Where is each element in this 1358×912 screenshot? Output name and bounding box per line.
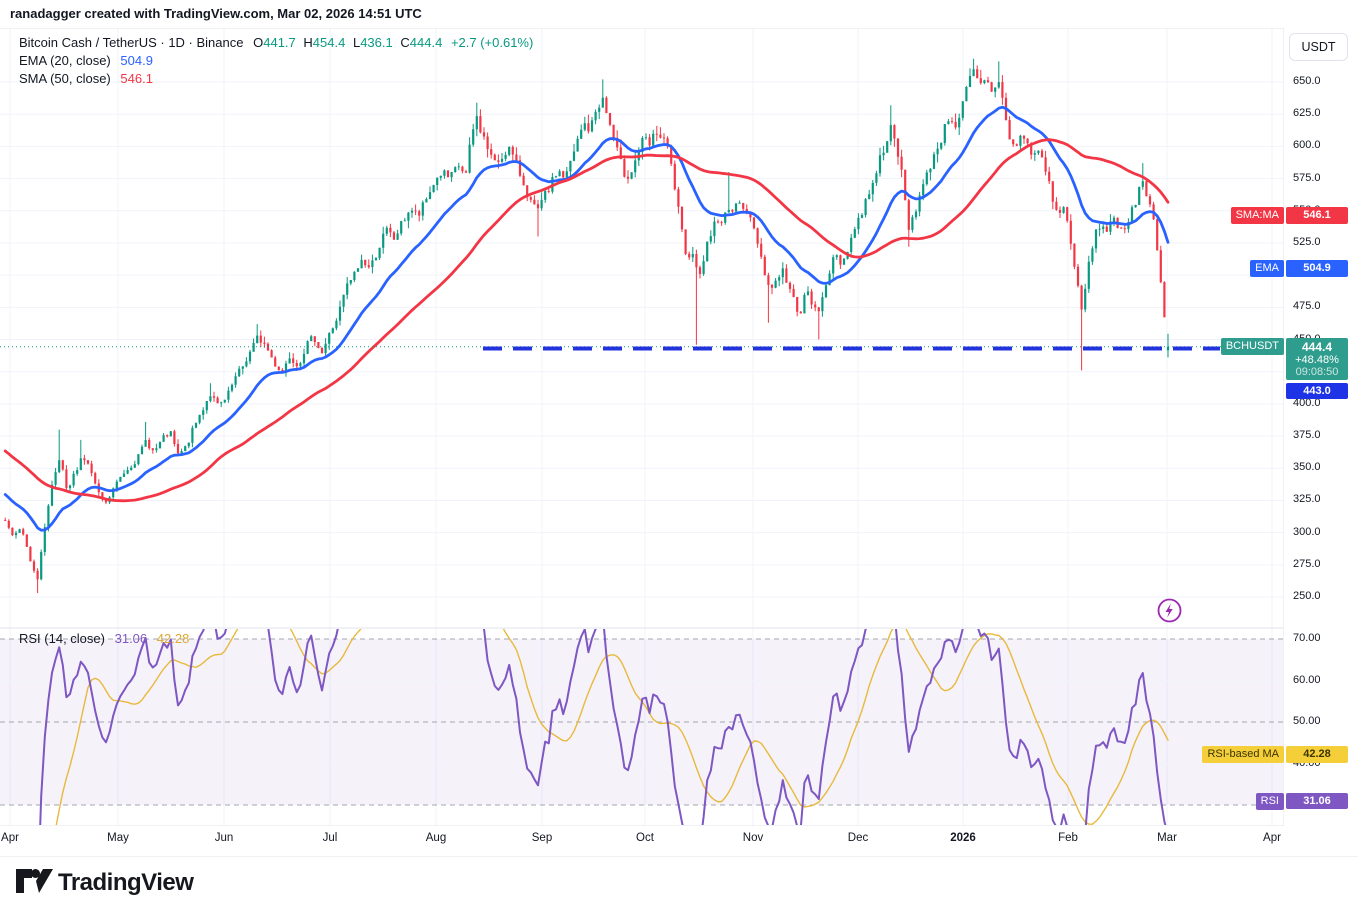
rsi-axis-value[interactable]: 31.06 bbox=[1286, 792, 1348, 809]
ema-line bbox=[3, 105, 1170, 532]
price-tick-label: 375.0 bbox=[1293, 429, 1321, 442]
sma-line bbox=[3, 138, 1170, 503]
sma-axis-value[interactable]: 546.1 bbox=[1286, 207, 1348, 225]
time-tick-label: Mar bbox=[1157, 832, 1177, 844]
top-attribution-bar: ranadagger created with TradingView.com,… bbox=[0, 0, 1358, 28]
time-tick-label: May bbox=[107, 832, 129, 844]
tradingview-logo-mark bbox=[16, 869, 53, 893]
ohlc-open-label: O bbox=[253, 35, 264, 50]
ohlc-low-value: 436.1 bbox=[360, 35, 393, 50]
sma-legend-row[interactable]: SMA (50, close) 546.1 bbox=[19, 70, 533, 88]
price-tick-label: 575.0 bbox=[1293, 171, 1321, 184]
rsi-ma-line bbox=[55, 629, 1169, 825]
price-tick-label: 650.0 bbox=[1293, 75, 1321, 87]
legend-block: Bitcoin Cash / TetherUS · 1D · Binance O… bbox=[19, 34, 533, 88]
ema-legend-row[interactable]: EMA (20, close) 504.9 bbox=[19, 52, 533, 70]
price-tick-label: 300.0 bbox=[1293, 525, 1321, 538]
down-candle-bodies bbox=[4, 69, 1166, 580]
rsi-line bbox=[39, 629, 1167, 825]
ohlc-high-value: 454.4 bbox=[312, 35, 346, 50]
time-tick-label: Jul bbox=[322, 832, 338, 844]
time-tick-label: Feb bbox=[1058, 832, 1078, 844]
ohlc-low-label: L bbox=[352, 35, 361, 50]
price-tick-label: 250.0 bbox=[1293, 590, 1321, 602]
rsi-value: 31.06 bbox=[114, 631, 148, 646]
time-tick-label: Apr bbox=[1, 832, 19, 844]
price-tick-label: 350.0 bbox=[1293, 461, 1321, 474]
price-tick-label: 275.0 bbox=[1293, 557, 1321, 570]
symbol-title: Bitcoin Cash / TetherUS · 1D · Binance bbox=[19, 35, 244, 50]
rsi-label: RSI (14, close) bbox=[19, 631, 105, 646]
rsi-legend-row[interactable]: RSI (14, close) 31.06 42.28 bbox=[19, 630, 189, 648]
sma-label: SMA (50, close) bbox=[19, 71, 111, 86]
bar-countdown: 09:08:50 bbox=[1295, 365, 1339, 378]
rsi-ma-axis-value[interactable]: 42.28 bbox=[1286, 745, 1348, 763]
lightning-bolt-button[interactable] bbox=[1156, 597, 1183, 624]
time-tick-label: Jun bbox=[214, 832, 234, 844]
currency-unit-button[interactable]: USDT bbox=[1289, 33, 1348, 61]
alert-price-box[interactable]: 443.0 bbox=[1286, 382, 1348, 399]
tradingview-logo-text: TradingView bbox=[58, 869, 194, 896]
rsi-tick-label: 60.00 bbox=[1293, 673, 1321, 686]
sma-axis-tag[interactable]: SMA:MA bbox=[1230, 207, 1284, 225]
rsi-tick-label: 50.00 bbox=[1293, 715, 1321, 727]
price-axis[interactable] bbox=[1284, 28, 1358, 826]
ema-axis-value[interactable]: 504.9 bbox=[1286, 260, 1348, 278]
time-tick-label: Dec bbox=[847, 832, 869, 844]
down-candle-wicks bbox=[4, 65, 1165, 594]
time-tick-label: 2026 bbox=[950, 832, 976, 844]
tradingview-logo[interactable]: TradingView bbox=[14, 862, 244, 902]
time-tick-label: Aug bbox=[425, 832, 447, 844]
ema-axis-tag[interactable]: EMA bbox=[1250, 260, 1284, 278]
time-axis[interactable] bbox=[0, 826, 1358, 856]
ohlc-close-value: 444.4 bbox=[409, 35, 443, 50]
price-tick-label: 625.0 bbox=[1293, 107, 1321, 120]
lightning-bolt-icon bbox=[1165, 603, 1173, 618]
rsi-ma-axis-tag[interactable]: RSI-based MA bbox=[1202, 745, 1284, 763]
last-price: 444.4 bbox=[1301, 339, 1333, 354]
attribution-text: ranadagger created with TradingView.com,… bbox=[10, 6, 422, 21]
ohlc-high-label: H bbox=[303, 35, 313, 50]
ema-value: 504.9 bbox=[120, 53, 153, 68]
symbol-legend-row[interactable]: Bitcoin Cash / TetherUS · 1D · Binance O… bbox=[19, 34, 533, 52]
up-candle-wicks bbox=[15, 58, 1169, 581]
sma-value: 546.1 bbox=[120, 71, 153, 86]
price-tick-label: 600.0 bbox=[1293, 139, 1321, 152]
rsi-tick-label: 70.00 bbox=[1293, 632, 1321, 644]
time-tick-label: Sep bbox=[531, 832, 553, 844]
ohlc-close-label: C bbox=[400, 35, 410, 50]
ema-label: EMA (20, close) bbox=[19, 53, 111, 68]
ohlc-change: +2.7 (+0.61%) bbox=[450, 35, 534, 50]
ohlc-open-value: 441.7 bbox=[263, 35, 296, 50]
price-change-pct: +48.48% bbox=[1295, 353, 1339, 366]
up-candle-bodies bbox=[14, 69, 1170, 580]
time-tick-label: Apr bbox=[1263, 832, 1281, 844]
symbol-price-box[interactable]: 444.4 +48.48% 09:08:50 bbox=[1286, 337, 1348, 380]
price-tick-label: 475.0 bbox=[1293, 300, 1321, 313]
price-tick-label: 325.0 bbox=[1293, 493, 1321, 506]
price-tick-label: 525.0 bbox=[1293, 235, 1321, 248]
price-tick-label: 400.0 bbox=[1293, 396, 1321, 409]
rsi-axis-tag[interactable]: RSI bbox=[1255, 792, 1284, 810]
symbol-price-tag[interactable]: BCHUSDT bbox=[1220, 338, 1284, 356]
rsi-ma-value: 42.28 bbox=[156, 631, 190, 646]
time-tick-label: Nov bbox=[742, 832, 764, 844]
time-tick-label: Oct bbox=[636, 832, 654, 844]
